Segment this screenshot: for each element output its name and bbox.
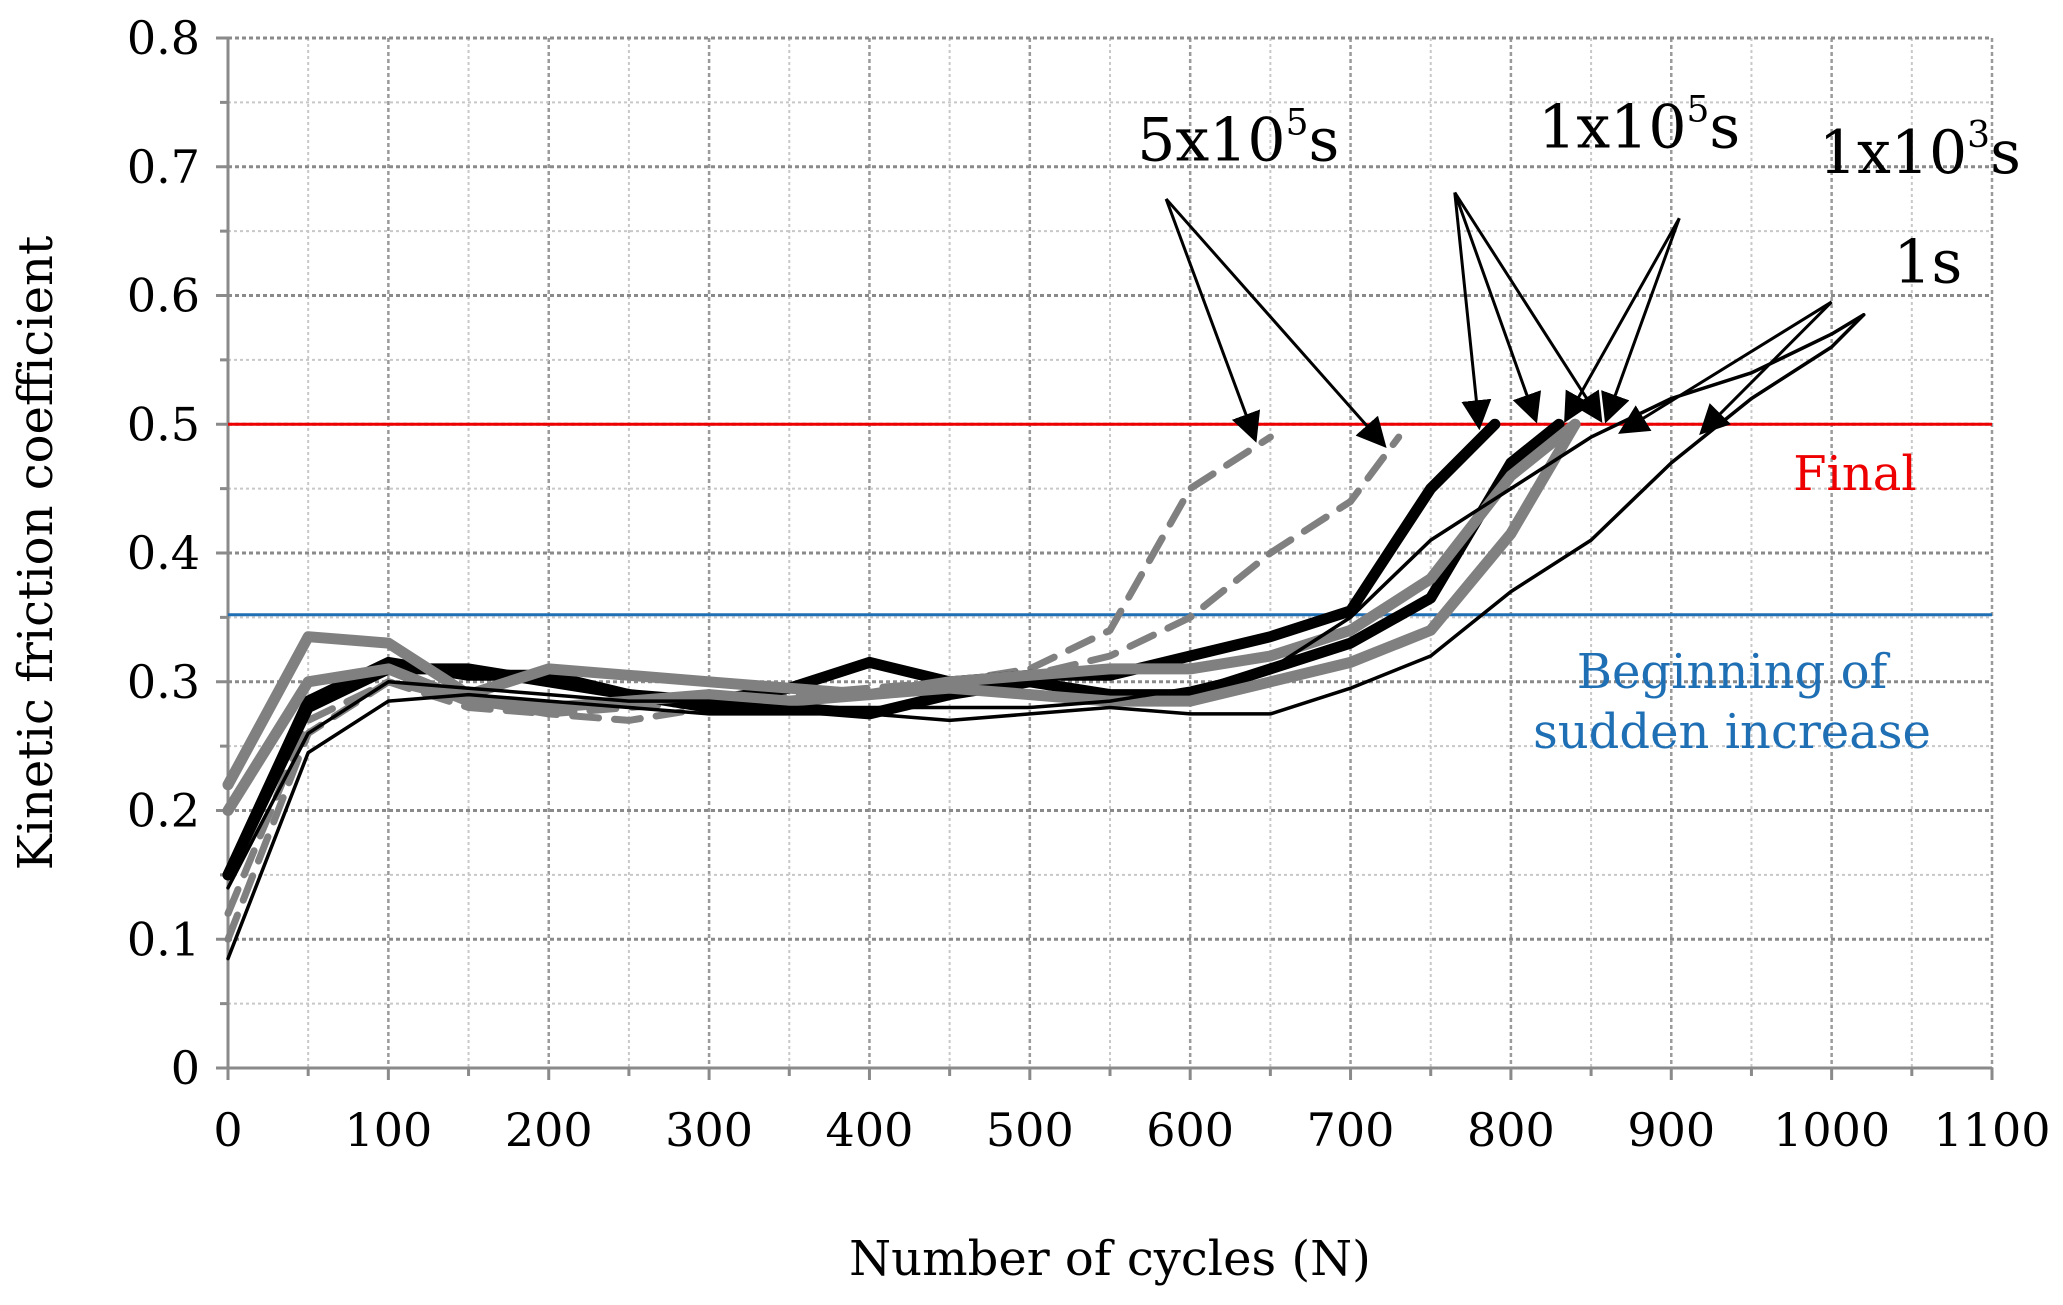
y-tick-label: 0.1 (127, 912, 200, 966)
annotation-arrow-2 (1453, 191, 1603, 423)
series-line-4 (222, 418, 1565, 881)
annotation-base: 1x10 (1819, 118, 1967, 188)
annotation-arrow-1 (1164, 198, 1261, 443)
annotation-base: 1x10 (1538, 92, 1686, 162)
y-tick-label: 0.8 (127, 11, 200, 65)
y-tick-label: 0.4 (127, 526, 200, 580)
x-tick-label: 800 (1467, 1103, 1555, 1157)
x-tick-label: 500 (986, 1103, 1074, 1157)
ticks: 0 100 200 300 400 500 600 700 800 900 1000 1100 0 0.1… (127, 11, 2051, 1157)
annotation-arrow-3 (1601, 217, 1681, 424)
ref-label-beginning: Beginning of (1577, 644, 1891, 700)
grid (228, 36, 1994, 1068)
x-tick-label: 200 (505, 1103, 593, 1157)
series-line-8 (226, 313, 1866, 961)
annotation-unit: s (1309, 105, 1340, 175)
annotation-label-3: 1x103s (1819, 115, 2021, 188)
annotation-base: 5x10 (1137, 105, 1285, 175)
annotation-base: 1s (1893, 228, 1962, 298)
x-tick-label: 0 (213, 1103, 242, 1157)
series-line-2 (224, 433, 1403, 917)
x-tick-label: 600 (1146, 1103, 1234, 1157)
x-tick-label: 1100 (1933, 1103, 2050, 1157)
annotation-arrow-2 (1453, 192, 1492, 431)
axes (216, 36, 1994, 1080)
annotation-exponent: 3 (1967, 115, 1990, 156)
y-tick-label: 0 (171, 1041, 200, 1095)
annotation-label-2: 1x105s (1538, 89, 1740, 162)
x-axis-title: Number of cycles (N) (849, 1231, 1371, 1287)
annotation-label-1: 5x105s (1137, 102, 1339, 175)
y-tick-label: 0.7 (127, 140, 200, 194)
y-tick-label: 0.2 (127, 784, 200, 838)
annotation-label-4: 1s (1893, 228, 1962, 298)
x-tick-label: 700 (1307, 1103, 1395, 1157)
annotation-arrow-3 (1564, 217, 1681, 424)
x-tick-label: 100 (344, 1103, 432, 1157)
annotation-unit: s (1990, 118, 2021, 188)
annotation-arrow-4 (1618, 300, 1833, 434)
annotation-unit: s (1709, 92, 1740, 162)
annotation-arrow-4 (1699, 300, 1833, 435)
annotation-exponent: 5 (1687, 89, 1710, 130)
x-tick-label: 900 (1627, 1103, 1715, 1157)
x-tick-label: 1000 (1773, 1103, 1890, 1157)
y-tick-label: 0.3 (127, 655, 200, 709)
annotation-arrow-2 (1453, 191, 1542, 424)
annotation-arrow-1 (1165, 197, 1387, 449)
y-axis-title: Kinetic friction coefficient (8, 236, 64, 870)
x-tick-label: 300 (665, 1103, 753, 1157)
annotation-exponent: 5 (1286, 102, 1309, 143)
x-tick-label: 400 (826, 1103, 914, 1157)
y-tick-label: 0.6 (127, 269, 200, 323)
ref-label-final: Final (1793, 446, 1917, 502)
y-tick-label: 0.5 (127, 397, 200, 451)
ref-label-beginning: sudden increase (1533, 704, 1931, 760)
